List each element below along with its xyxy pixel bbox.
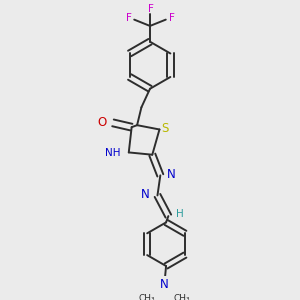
Text: F: F [169,13,174,23]
Text: S: S [161,122,169,135]
Text: F: F [126,13,131,23]
Text: F: F [148,4,154,14]
Text: CH₃: CH₃ [138,294,155,300]
Text: N: N [141,188,149,201]
Text: NH: NH [105,148,120,158]
Text: H: H [176,209,184,219]
Text: CH₃: CH₃ [173,294,190,300]
Text: N: N [167,168,176,181]
Text: N: N [160,278,168,291]
Text: O: O [98,116,107,129]
